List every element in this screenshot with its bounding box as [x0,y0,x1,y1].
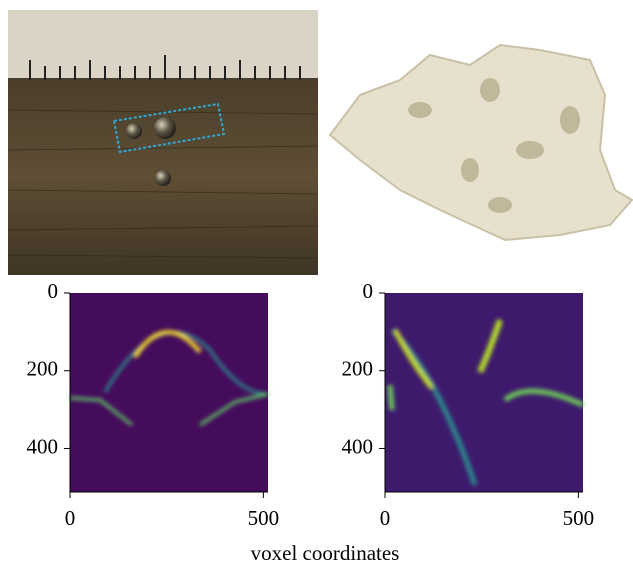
bone-photo [330,45,632,240]
y-tick-label: 200 [342,357,374,381]
scan-image-right [385,293,583,492]
y-tick-label: 400 [27,434,59,458]
x-tick-label: 500 [563,506,595,530]
x-axis-label: voxel coordinates [251,541,400,565]
y-tick-label: 0 [363,279,374,303]
y-tick-label: 400 [342,434,374,458]
sample-photo [8,10,318,275]
y-tick-label: 0 [48,279,59,303]
x-tick-label: 0 [65,506,76,530]
x-tick-label: 0 [380,506,391,530]
x-tick-label: 500 [248,506,280,530]
figure: voxel coordinates 0 500 0 200 400 0 500 0 200 400 [0,0,633,567]
y-tick-label: 200 [27,357,59,381]
scan-image-left [70,293,268,492]
